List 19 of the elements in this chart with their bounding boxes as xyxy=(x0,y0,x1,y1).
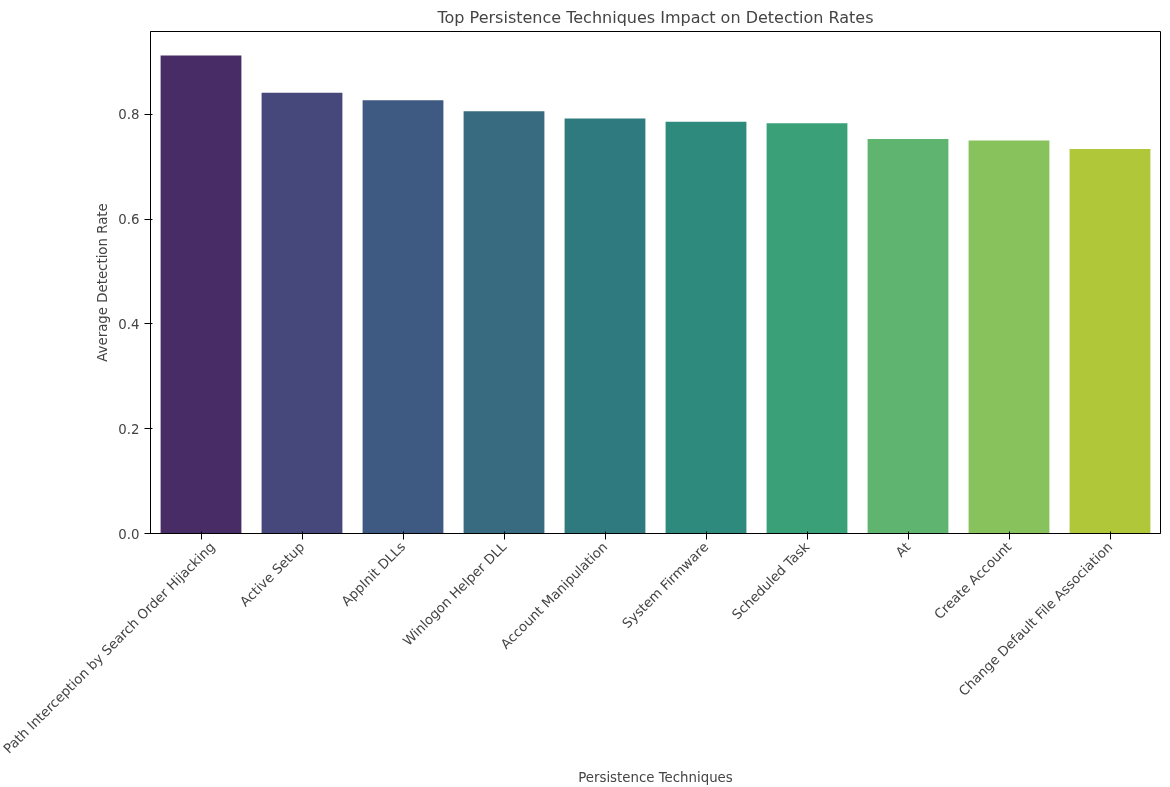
y-tick-label: 0.8 xyxy=(118,107,140,123)
y-tick-label: 0.2 xyxy=(118,421,140,437)
chart-title: Top Persistence Techniques Impact on Detection Rates xyxy=(436,7,874,27)
bar xyxy=(867,138,949,534)
y-axis-title: Average Detection Rate xyxy=(95,203,111,362)
bar xyxy=(766,123,848,534)
y-tick-label: 0.4 xyxy=(118,316,140,332)
y-tick-label: 0.6 xyxy=(118,212,140,228)
bar xyxy=(160,55,242,534)
bar xyxy=(1069,148,1151,534)
x-axis-title: Persistence Techniques xyxy=(578,769,733,785)
y-tick-label: 0.0 xyxy=(118,526,140,542)
bar xyxy=(463,111,545,534)
bar xyxy=(261,92,343,534)
bar xyxy=(564,118,646,534)
bar xyxy=(665,121,747,534)
x-tick-label: At xyxy=(892,539,914,560)
bar xyxy=(968,140,1050,534)
bar xyxy=(362,100,444,534)
